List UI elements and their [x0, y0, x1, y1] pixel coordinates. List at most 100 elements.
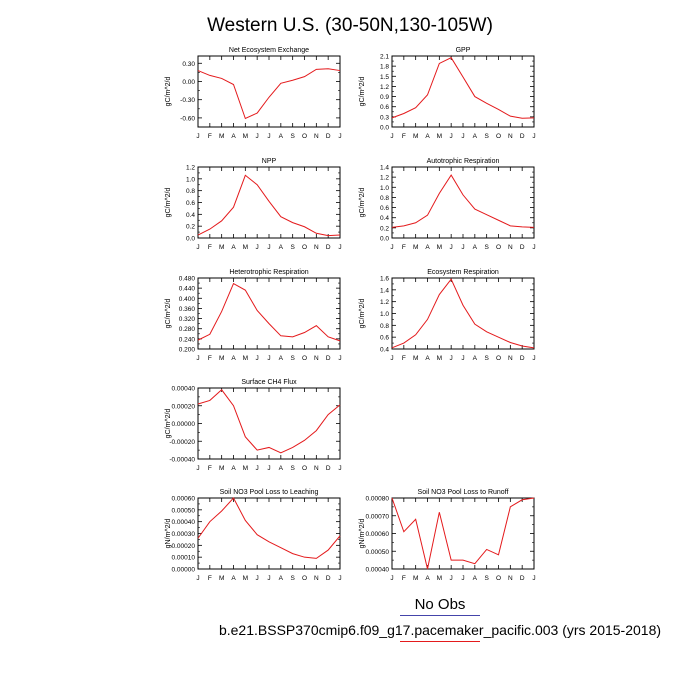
- y-tick-label: 0.00030: [172, 531, 196, 538]
- x-tick-label: J: [461, 575, 464, 582]
- y-tick-label: 0.4: [380, 347, 389, 354]
- x-tick-label: M: [243, 244, 248, 251]
- x-tick-label: J: [196, 575, 199, 582]
- series-line: [391, 57, 535, 119]
- panel-6: Ecosystem Respiration gC/m^2/d 0.4 0.6 0.8 1.…: [359, 269, 536, 362]
- x-tick-label: O: [302, 465, 307, 472]
- legend-underline: [400, 615, 480, 616]
- y-tick-label: 0.8: [186, 188, 195, 195]
- y-tick-label: 1.4: [380, 165, 389, 172]
- y-axis-label: gC/m^2/d: [165, 77, 172, 107]
- x-tick-label: J: [338, 465, 341, 472]
- y-tick-label: -0.00020: [169, 439, 195, 446]
- y-tick-label: 1.2: [380, 299, 389, 306]
- x-tick-label: D: [326, 133, 331, 140]
- series-line: [197, 389, 341, 454]
- y-tick-label: 0.00060: [366, 531, 390, 538]
- x-tick-label: M: [243, 355, 248, 362]
- x-tick-label: J: [267, 465, 270, 472]
- x-tick-label: A: [473, 244, 478, 251]
- x-tick-label: N: [508, 575, 513, 582]
- plot-frame: [391, 277, 535, 350]
- x-tick-label: J: [390, 355, 393, 362]
- panel-title: Soil NO3 Pool Loss to Leaching: [220, 489, 319, 496]
- x-tick-label: A: [473, 575, 478, 582]
- panel-title: NPP: [262, 158, 277, 165]
- y-tick-label: 0.9: [380, 94, 389, 101]
- x-tick-label: D: [326, 465, 331, 472]
- x-tick-label: N: [314, 575, 319, 582]
- y-axis-label: gC/m^2/d: [165, 188, 172, 218]
- x-tick-label: J: [532, 244, 535, 251]
- x-tick-label: J: [196, 465, 199, 472]
- x-tick-label: A: [231, 355, 236, 362]
- series-line: [391, 278, 535, 349]
- y-axis-label: gC/m^2/d: [165, 409, 172, 439]
- x-tick-label: D: [520, 575, 525, 582]
- y-tick-label: 0.360: [179, 306, 196, 313]
- x-tick-label: S: [484, 244, 489, 251]
- x-tick-label: M: [413, 133, 418, 140]
- y-tick-label: -0.30: [180, 97, 195, 104]
- x-tick-label: J: [338, 133, 341, 140]
- x-tick-label: F: [208, 133, 212, 140]
- x-tick-label: J: [196, 244, 199, 251]
- y-tick-label: 0.00040: [172, 386, 196, 393]
- y-tick-label: 0.2: [380, 225, 389, 232]
- y-tick-label: -0.00040: [169, 457, 195, 464]
- x-tick-label: F: [402, 133, 406, 140]
- series-line: [197, 282, 341, 342]
- y-tick-label: 0.00: [182, 79, 195, 86]
- y-tick-label: 0.6: [380, 335, 389, 342]
- plot-frame: [197, 55, 341, 128]
- x-tick-label: J: [256, 465, 259, 472]
- panel-title: Autotrophic Respiration: [427, 158, 500, 165]
- x-tick-label: D: [326, 575, 331, 582]
- y-tick-label: 0.3: [380, 114, 389, 121]
- x-tick-label: S: [290, 355, 295, 362]
- figure-title: Western U.S. (30-50N,130-105W): [207, 15, 493, 36]
- x-tick-label: S: [290, 575, 295, 582]
- panel-4: Autotrophic Respiration gC/m^2/d 0.0 0.2 0.4…: [359, 158, 536, 251]
- y-tick-label: 0.4: [186, 212, 195, 219]
- x-tick-label: A: [231, 133, 236, 140]
- y-tick-label: 0.0: [380, 125, 389, 132]
- x-tick-label: J: [196, 133, 199, 140]
- x-tick-label: D: [326, 355, 331, 362]
- x-tick-label: J: [338, 244, 341, 251]
- x-tick-label: A: [279, 465, 284, 472]
- panel-title: Ecosystem Respiration: [427, 269, 499, 276]
- x-tick-label: N: [314, 244, 319, 251]
- x-tick-label: S: [290, 244, 295, 251]
- x-tick-label: N: [314, 465, 319, 472]
- y-tick-label: 0.00000: [172, 567, 196, 574]
- x-tick-label: N: [314, 355, 319, 362]
- x-tick-label: F: [208, 465, 212, 472]
- y-tick-label: 0.4: [380, 215, 389, 222]
- x-tick-label: M: [219, 133, 224, 140]
- y-tick-label: 0.2: [186, 224, 195, 231]
- x-tick-label: J: [532, 355, 535, 362]
- x-tick-label: M: [413, 355, 418, 362]
- x-tick-label: M: [219, 465, 224, 472]
- x-tick-label: S: [484, 133, 489, 140]
- case-label: b.e21.BSSP370cmip6.f09_g17.pacemaker_pac…: [218, 622, 662, 638]
- x-tick-label: M: [437, 355, 442, 362]
- x-tick-label: J: [196, 355, 199, 362]
- series-line: [391, 174, 535, 228]
- x-tick-label: J: [450, 244, 453, 251]
- x-tick-label: M: [437, 575, 442, 582]
- x-tick-label: A: [279, 575, 284, 582]
- y-tick-label: 0.240: [179, 336, 196, 343]
- x-tick-label: M: [219, 355, 224, 362]
- y-tick-label: 1.2: [186, 165, 195, 172]
- x-tick-label: F: [208, 575, 212, 582]
- x-tick-label: J: [267, 133, 270, 140]
- x-tick-label: F: [208, 244, 212, 251]
- x-tick-label: A: [231, 244, 236, 251]
- legend-label: No Obs: [414, 596, 466, 613]
- y-tick-label: 0.30: [182, 61, 195, 68]
- y-tick-label: 0.00010: [172, 555, 196, 562]
- x-tick-label: J: [532, 575, 535, 582]
